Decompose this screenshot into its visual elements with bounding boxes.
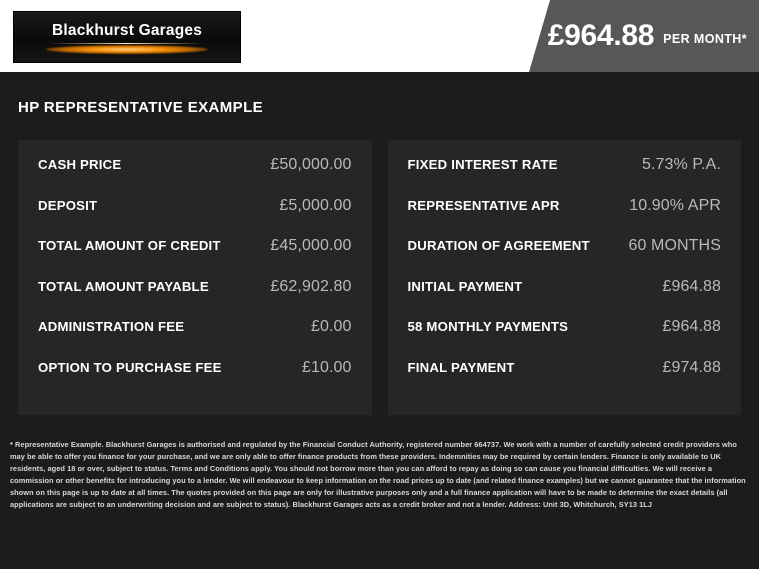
- monthly-price-suffix: PER MONTH*: [663, 32, 747, 46]
- row-value: £964.88: [662, 277, 721, 295]
- table-row: ADMINISTRATION FEE £0.00: [38, 318, 352, 359]
- left-details-panel: CASH PRICE £50,000.00 DEPOSIT £5,000.00 …: [18, 140, 372, 415]
- row-label: ADMINISTRATION FEE: [38, 319, 185, 334]
- row-label: DEPOSIT: [38, 197, 98, 213]
- table-row: CASH PRICE £50,000.00: [38, 156, 352, 197]
- brand-logo[interactable]: Blackhurst Garages: [13, 11, 241, 63]
- row-label: INITIAL PAYMENT: [407, 278, 523, 294]
- table-row: TOTAL AMOUNT OF CREDIT £45,000.00: [38, 237, 352, 278]
- row-label: TOTAL AMOUNT OF CREDIT: [38, 238, 221, 253]
- row-label: 58 MONTHLY PAYMENTS: [407, 319, 569, 334]
- row-value: £0.00: [310, 318, 352, 335]
- logo-glow-streak-icon: [46, 45, 208, 54]
- row-value: £974.88: [662, 358, 721, 376]
- table-row: INITIAL PAYMENT £964.88: [408, 278, 722, 319]
- table-row: 58 MONTHLY PAYMENTS £964.88: [408, 318, 722, 359]
- row-value: £5,000.00: [279, 196, 352, 214]
- top-banner: Blackhurst Garages £964.88 PER MONTH*: [0, 0, 759, 72]
- row-value: 10.90% APR: [629, 196, 721, 214]
- row-label: OPTION TO PURCHASE FEE: [38, 359, 222, 375]
- row-value: £50,000.00: [270, 156, 352, 173]
- row-value: £62,902.80: [270, 277, 352, 295]
- table-row: DEPOSIT £5,000.00: [38, 197, 352, 238]
- logo-highlight-line: [50, 43, 204, 44]
- row-label: DURATION OF AGREEMENT: [407, 238, 590, 253]
- table-row: OPTION TO PURCHASE FEE £10.00: [38, 359, 352, 400]
- row-label: FIXED INTEREST RATE: [407, 157, 558, 172]
- row-value: 60 MONTHS: [628, 237, 721, 254]
- right-details-panel: FIXED INTEREST RATE 5.73% P.A. REPRESENT…: [387, 140, 741, 415]
- row-value: £964.88: [662, 318, 721, 335]
- row-value: £10.00: [301, 358, 352, 376]
- table-row: DURATION OF AGREEMENT 60 MONTHS: [408, 237, 722, 278]
- monthly-price-amount: £964.88: [547, 19, 655, 52]
- table-row: REPRESENTATIVE APR 10.90% APR: [408, 197, 722, 238]
- price-banner-shape: [529, 0, 759, 72]
- table-row: FIXED INTEREST RATE 5.73% P.A.: [408, 156, 722, 197]
- table-row: FINAL PAYMENT £974.88: [408, 359, 722, 400]
- row-value: £45,000.00: [270, 237, 352, 254]
- row-label: FINAL PAYMENT: [407, 359, 515, 375]
- page-title: HP REPRESENTATIVE EXAMPLE: [18, 99, 264, 116]
- row-label: REPRESENTATIVE APR: [407, 197, 560, 213]
- disclaimer-text: * Representative Example. Blackhurst Gar…: [10, 440, 746, 509]
- row-value: 5.73% P.A.: [642, 156, 721, 173]
- row-label: CASH PRICE: [38, 157, 122, 172]
- brand-logo-text: Blackhurst Garages: [51, 22, 203, 39]
- monthly-price-block: £964.88 PER MONTH*: [548, 0, 747, 72]
- finance-details-panels: CASH PRICE £50,000.00 DEPOSIT £5,000.00 …: [18, 140, 741, 415]
- table-row: TOTAL AMOUNT PAYABLE £62,902.80: [38, 278, 352, 319]
- row-label: TOTAL AMOUNT PAYABLE: [38, 278, 209, 294]
